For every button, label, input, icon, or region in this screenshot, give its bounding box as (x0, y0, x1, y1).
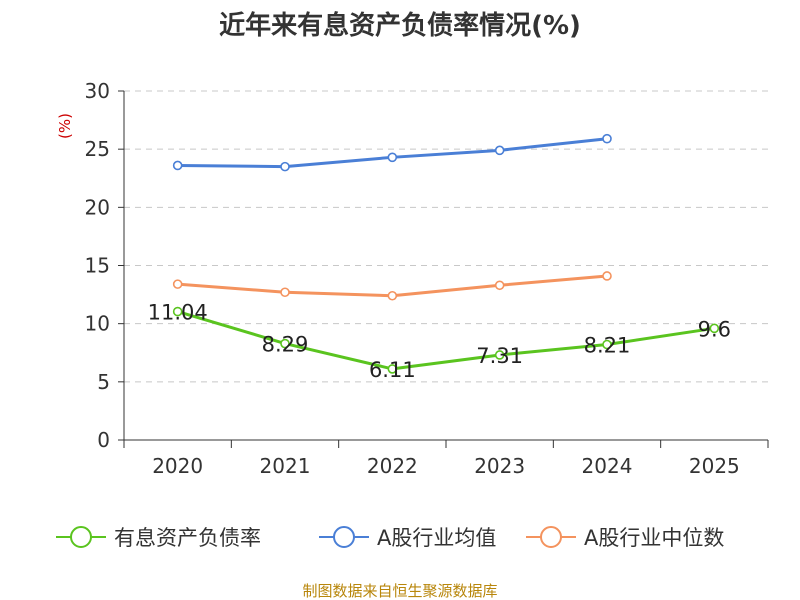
x-tick-label-2021: 2021 (260, 454, 311, 478)
legend-marker-0 (70, 526, 92, 548)
series-lines (172, 133, 720, 374)
point-1-2 (387, 152, 398, 163)
y-tick-label-30: 30 (85, 79, 110, 103)
axes (118, 90, 769, 448)
data-label-0-5: 9.6 (698, 317, 731, 341)
data-label-0-3: 7.31 (476, 344, 523, 368)
y-tick-label-15: 15 (85, 254, 110, 278)
point-1-1 (280, 161, 290, 172)
y-tick-label-5: 5 (97, 370, 110, 394)
point-1-0 (172, 160, 183, 171)
y-tick-label-25: 25 (85, 137, 110, 161)
legend-marker-2 (540, 526, 562, 548)
point-2-0 (172, 279, 183, 289)
point-0-0 (172, 306, 183, 317)
y-axis-unit: (%) (56, 113, 74, 139)
legend: 有息资产负债率 A股行业均值 A股行业中位数 (56, 526, 724, 550)
point-2-4 (602, 271, 612, 281)
point-2-2 (387, 290, 398, 301)
source-note: 制图数据来自恒生聚源数据库 (302, 582, 497, 600)
point-0-2 (387, 364, 398, 374)
point-0-5 (709, 323, 720, 334)
series-2 (172, 271, 612, 301)
x-tick-label-2024: 2024 (582, 454, 633, 478)
legend-label-0: 有息资产负债率 (114, 526, 261, 550)
point-0-1 (280, 338, 290, 349)
x-tick-label-2022: 2022 (367, 454, 418, 478)
data-label-0-4: 8.21 (584, 333, 631, 357)
legend-item-1: A股行业均值 (319, 526, 496, 550)
y-tick-label-20: 20 (85, 195, 110, 219)
legend-label-1: A股行业均值 (377, 526, 496, 550)
y-tick-label-0: 0 (97, 428, 110, 452)
x-tick-label-2025: 2025 (689, 454, 740, 478)
series-line-0 (177, 310, 715, 371)
data-label-0-1: 8.29 (262, 333, 309, 357)
y-tick-label-10: 10 (85, 312, 110, 336)
point-1-4 (602, 133, 612, 144)
x-tick-label-2020: 2020 (152, 454, 203, 478)
legend-marker-1 (333, 526, 355, 548)
data-label-0-2: 6.11 (369, 358, 416, 382)
point-1-3 (494, 145, 505, 156)
data-labels: 11.04 8.29 6.11 7.31 8.21 9.6 (148, 301, 731, 382)
data-label-0-0: 11.04 (148, 301, 208, 325)
point-0-4 (602, 339, 612, 350)
point-2-3 (494, 280, 505, 291)
legend-item-0: 有息资产负债率 (56, 526, 261, 550)
point-0-3 (494, 350, 505, 360)
legend-item-2: A股行业中位数 (526, 526, 724, 550)
series-0 (172, 306, 720, 374)
grid-lines (124, 90, 768, 383)
x-tick-label-2023: 2023 (474, 454, 525, 478)
legend-label-2: A股行业中位数 (584, 526, 724, 550)
series-1 (172, 133, 612, 172)
point-2-1 (280, 287, 290, 298)
chart-title: 近年来有息资产负债率情况(%) (219, 10, 581, 41)
